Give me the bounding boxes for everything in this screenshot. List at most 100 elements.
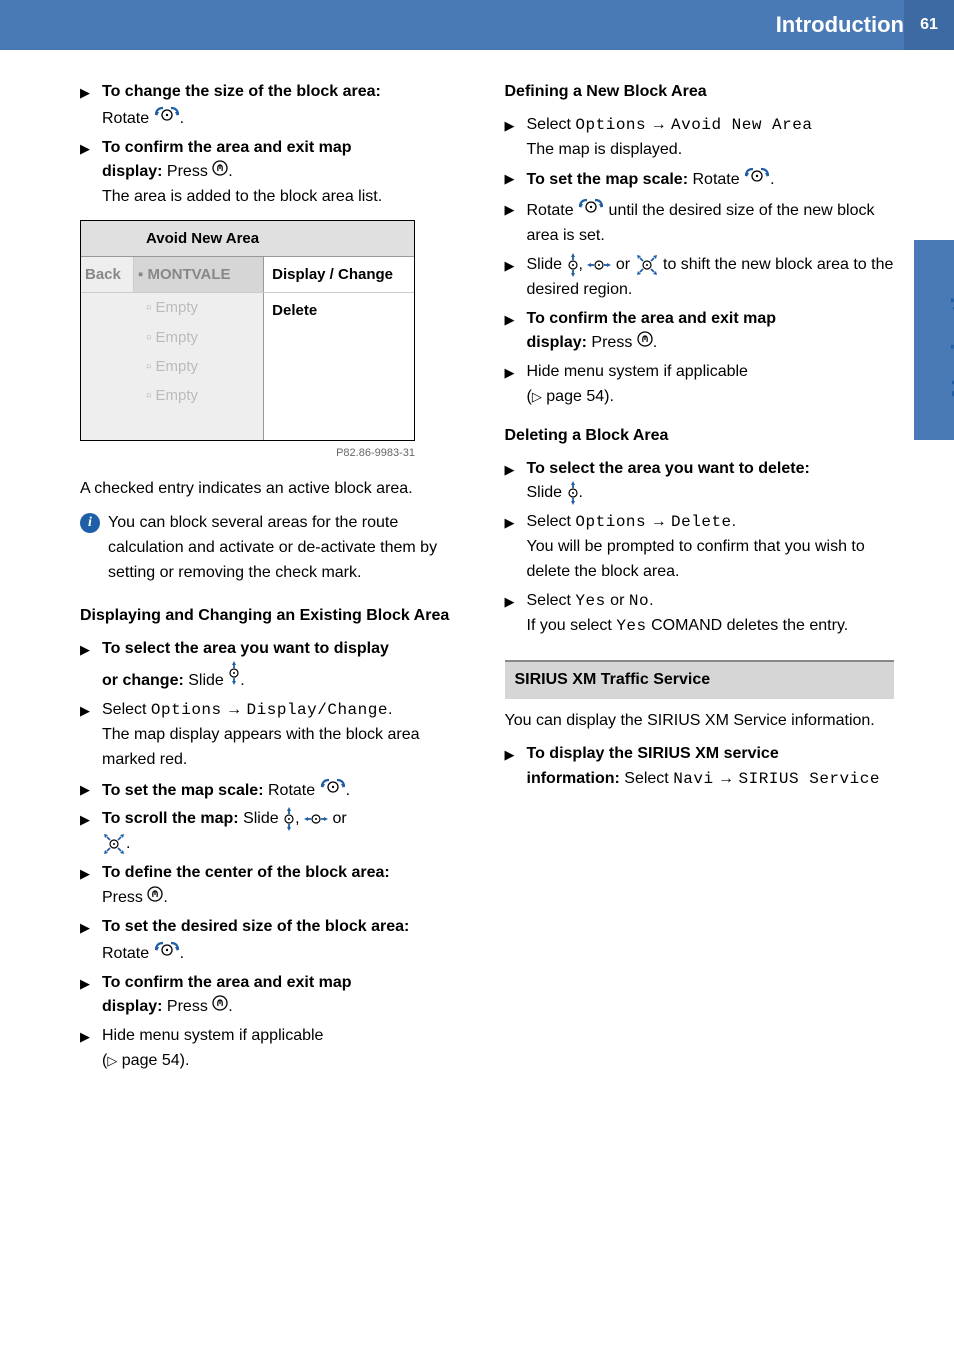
item-body: To scroll the map: Slide , or . [102, 807, 470, 857]
triangle-icon: ▶ [505, 589, 527, 639]
ss-row: Back ▪ MONTVALE Display / Change [81, 257, 414, 293]
paragraph: You can display the SIRIUS XM Service in… [505, 709, 895, 734]
press-icon [212, 995, 228, 1011]
slide-vertical-icon [228, 661, 240, 685]
ss-opt: Display / Change [264, 257, 414, 292]
item-body: To confirm the area and exit map display… [102, 971, 470, 1021]
ss-empties: ▫ Empty ▫ Empty ▫ Empty ▫ Empty [81, 293, 264, 440]
rotate-icon [578, 197, 604, 215]
list-item: ▶ To select the area you want to delete:… [505, 457, 895, 507]
triangle-icon: ▶ [80, 136, 102, 210]
header-title: Introduction [776, 12, 904, 38]
figure-caption: P82.86-9983-31 [80, 445, 415, 462]
item-body: To set the map scale: Rotate . [527, 166, 895, 193]
triangle-icon: ▶ [505, 457, 527, 507]
item-body: To display the SIRIUS XM service informa… [527, 742, 895, 792]
list-item: ▶ Select Options → Delete. You will be p… [505, 510, 895, 584]
ui-screenshot: Avoid New Area Back ▪ MONTVALE Display /… [80, 220, 415, 442]
subheading: Displaying and Changing an Existing Bloc… [80, 604, 470, 629]
page-header: Introduction 61 [0, 0, 954, 50]
item-body: Hide menu system if applicable (▷ page 5… [527, 360, 895, 410]
list-item: ▶ To change the size of the block area: … [80, 80, 470, 132]
triangle-icon: ▶ [505, 307, 527, 357]
list-item: ▶ To set the map scale: Rotate . [80, 777, 470, 804]
triangle-icon: ▶ [505, 360, 527, 410]
list-item: ▶ To display the SIRIUS XM service infor… [505, 742, 895, 792]
triangle-icon: ▶ [80, 80, 102, 132]
slide-horizontal-icon [587, 259, 611, 271]
header-stripe [0, 15, 45, 35]
list-item: ▶ Select Yes or No. If you select Yes CO… [505, 589, 895, 639]
triangle-icon: ▶ [505, 742, 527, 792]
triangle-icon: ▶ [505, 253, 527, 303]
slide-diagonal-icon [635, 253, 659, 277]
rotate-icon [154, 105, 180, 123]
list-item: ▶ To set the map scale: Rotate . [505, 166, 895, 193]
slide-horizontal-icon [304, 813, 328, 825]
item-body: Slide , or to shift the new block area t… [527, 253, 895, 303]
info-text: You can block several areas for the rout… [108, 511, 470, 585]
item-body: To confirm the area and exit map display… [102, 136, 470, 210]
page-number: 61 [904, 0, 954, 50]
item-body: To change the size of the block area: Ro… [102, 80, 470, 132]
subheading: Defining a New Block Area [505, 80, 895, 105]
ss-left: Back ▪ MONTVALE [81, 257, 264, 292]
list-item: ▶ Slide , or to shift the new block area… [505, 253, 895, 303]
triangle-icon: ▶ [80, 1024, 102, 1074]
list-item: ▶ To set the desired size of the block a… [80, 915, 470, 967]
triangle-icon: ▶ [505, 510, 527, 584]
side-label: Navigation [946, 265, 954, 398]
paragraph: A checked entry indicates an active bloc… [80, 477, 470, 502]
slide-vertical-icon [283, 807, 295, 831]
triangle-icon: ▶ [80, 637, 102, 695]
info-note: i You can block several areas for the ro… [80, 511, 470, 585]
ss-selected: ▪ MONTVALE [133, 257, 263, 292]
triangle-icon: ▶ [80, 971, 102, 1021]
ss-empty: ▫ Empty [81, 381, 263, 410]
press-icon [147, 886, 163, 902]
ss-title: Avoid New Area [81, 221, 414, 257]
list-item: ▶ Rotate until the desired size of the n… [505, 197, 895, 249]
item-body: To set the map scale: Rotate . [102, 777, 470, 804]
item-body: Select Options → Avoid New Area The map … [527, 113, 895, 163]
triangle-icon: ▶ [80, 915, 102, 967]
item-body: Select Options → Display/Change. The map… [102, 698, 470, 772]
info-icon: i [80, 511, 108, 585]
item-body: To set the desired size of the block are… [102, 915, 470, 967]
press-icon [637, 331, 653, 347]
rotate-icon [154, 940, 180, 958]
rotate-icon [320, 777, 346, 795]
item-body: To select the area you want to display o… [102, 637, 470, 695]
section-heading: SIRIUS XM Traffic Service [505, 660, 895, 699]
triangle-icon: ▶ [80, 807, 102, 857]
slide-diagonal-icon [102, 832, 126, 856]
left-column: ▶ To change the size of the block area: … [80, 80, 470, 1078]
slide-vertical-icon [567, 253, 579, 277]
list-item: ▶ Hide menu system if applicable (▷ page… [505, 360, 895, 410]
item-body: Select Yes or No. If you select Yes COMA… [527, 589, 895, 639]
item-body: Hide menu system if applicable (▷ page 5… [102, 1024, 470, 1074]
item-body: To select the area you want to delete: S… [527, 457, 895, 507]
rotate-icon [744, 166, 770, 184]
list-item: ▶ To define the center of the block area… [80, 861, 470, 911]
item-body: To define the center of the block area: … [102, 861, 470, 911]
ss-body: ▫ Empty ▫ Empty ▫ Empty ▫ Empty Delete [81, 293, 414, 440]
subheading: Deleting a Block Area [505, 424, 895, 449]
right-column: Defining a New Block Area ▶ Select Optio… [505, 80, 895, 1078]
triangle-icon: ▶ [80, 861, 102, 911]
list-item: ▶ Select Options → Avoid New Area The ma… [505, 113, 895, 163]
triangle-icon: ▶ [505, 113, 527, 163]
triangle-icon: ▶ [80, 698, 102, 772]
content: ▶ To change the size of the block area: … [0, 50, 954, 1118]
item-body: To confirm the area and exit map display… [527, 307, 895, 357]
ss-empty: ▫ Empty [81, 323, 263, 352]
ss-opt: Delete [264, 293, 414, 440]
triangle-icon: ▶ [505, 197, 527, 249]
triangle-icon: ▶ [505, 166, 527, 193]
item-body: Select Options → Delete. You will be pro… [527, 510, 895, 584]
triangle-icon: ▶ [80, 777, 102, 804]
slide-vertical-icon [567, 481, 579, 505]
list-item: ▶ To confirm the area and exit map displ… [80, 971, 470, 1021]
list-item: ▶ To confirm the area and exit map displ… [80, 136, 470, 210]
ss-empty: ▫ Empty [81, 352, 263, 381]
